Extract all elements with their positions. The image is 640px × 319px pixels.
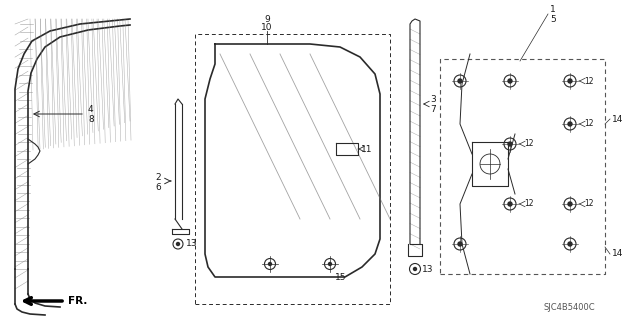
Text: 5: 5: [550, 14, 556, 24]
Text: 2: 2: [155, 173, 161, 182]
Circle shape: [568, 242, 572, 246]
Circle shape: [508, 202, 512, 206]
Circle shape: [328, 263, 332, 265]
Text: SJC4B5400C: SJC4B5400C: [543, 302, 595, 311]
Text: 6: 6: [155, 182, 161, 191]
Text: 12: 12: [584, 199, 593, 209]
Text: 12: 12: [584, 77, 593, 85]
Circle shape: [508, 79, 512, 83]
Text: FR.: FR.: [68, 296, 88, 306]
Text: 8: 8: [88, 115, 93, 123]
Circle shape: [568, 202, 572, 206]
Circle shape: [458, 79, 462, 83]
Text: 13: 13: [422, 264, 433, 273]
Text: 12: 12: [524, 139, 534, 149]
Text: 13: 13: [186, 240, 198, 249]
Text: 12: 12: [584, 120, 593, 129]
Circle shape: [458, 242, 462, 246]
Text: 15: 15: [335, 272, 346, 281]
Circle shape: [413, 268, 417, 271]
Circle shape: [269, 263, 271, 265]
Text: 3: 3: [430, 94, 436, 103]
Text: 1: 1: [550, 4, 556, 13]
Text: 9: 9: [264, 14, 270, 24]
Text: 4: 4: [88, 105, 93, 114]
Text: 14: 14: [612, 249, 623, 258]
Text: 10: 10: [261, 23, 273, 32]
Text: 12: 12: [524, 199, 534, 209]
Circle shape: [568, 79, 572, 83]
Text: 7: 7: [430, 105, 436, 114]
Circle shape: [568, 122, 572, 126]
Text: 11: 11: [361, 145, 372, 153]
Text: 14: 14: [612, 115, 623, 123]
Circle shape: [508, 142, 512, 146]
Circle shape: [177, 242, 179, 246]
